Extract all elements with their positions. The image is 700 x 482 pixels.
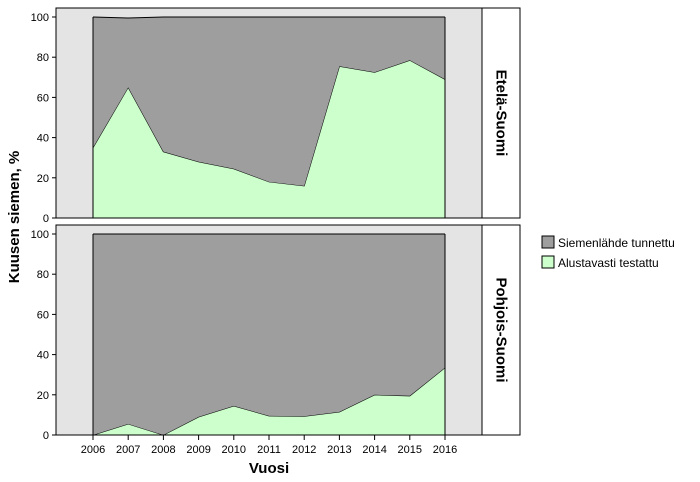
legend-swatch <box>541 255 555 269</box>
x-tick-label: 2006 <box>81 444 105 456</box>
x-tick-label: 2016 <box>433 444 457 456</box>
legend: Siemenlähde tunnettu Alustavasti testattu <box>541 235 675 270</box>
facet-strip <box>481 224 521 436</box>
panel-0: 0 20 40 60 80 100 Etelä-Suomi <box>31 7 521 225</box>
y-tick-label: 0 <box>43 430 49 442</box>
x-tick-label: 2010 <box>222 444 246 456</box>
y-tick-label: 20 <box>37 390 49 402</box>
x-tick-label: 2013 <box>327 444 351 456</box>
area-alustavasti-testattu <box>93 60 445 218</box>
legend-entry: Siemenlähde tunnettu <box>558 236 675 250</box>
y-tick-label: 40 <box>37 350 49 362</box>
x-tick-label: 2014 <box>362 444 386 456</box>
facet-label: Etelä-Suomi <box>493 70 510 157</box>
y-axis-title: Kuusen siemen, % <box>6 151 23 284</box>
x-tick-label: 2012 <box>292 444 316 456</box>
x-tick-label: 2007 <box>116 444 140 456</box>
area-alustavasti-testattu <box>93 367 445 435</box>
y-tick-label: 20 <box>37 173 49 185</box>
y-tick-label: 0 <box>43 213 49 225</box>
area-edge-line <box>92 16 445 19</box>
y-tick-label: 60 <box>37 92 49 104</box>
panel-1: 0 20 40 60 80 100 Pohjois-Suomi <box>31 224 521 442</box>
facet-label: Pohjois-Suomi <box>493 278 510 383</box>
x-tick-label: 2015 <box>398 444 422 456</box>
y-tick-label: 40 <box>37 133 49 145</box>
panels: 0 20 40 60 80 100 Etelä-Suomi 0 20 40 60 80 100 Pohjo… <box>31 7 521 442</box>
x-axis: 2006 2007 2008 2009 2010 2011 2012 2013 2014 2015… <box>81 435 457 456</box>
x-axis-title: Vuosi <box>249 460 289 477</box>
x-tick-label: 2008 <box>151 444 175 456</box>
y-tick-label: 80 <box>37 52 49 64</box>
y-tick-label: 100 <box>31 229 49 241</box>
area-siemenlähde-tunnettu <box>93 234 445 435</box>
y-tick-label: 100 <box>31 12 49 24</box>
area-siemenlähde-tunnettu <box>93 17 445 186</box>
legend-swatch <box>541 235 555 249</box>
facet-strip <box>481 7 521 219</box>
y-tick-label: 60 <box>37 309 49 321</box>
x-tick-label: 2011 <box>257 444 281 456</box>
legend-entry: Alustavasti testattu <box>558 256 659 270</box>
y-tick-label: 80 <box>37 269 49 281</box>
x-tick-label: 2009 <box>186 444 210 456</box>
